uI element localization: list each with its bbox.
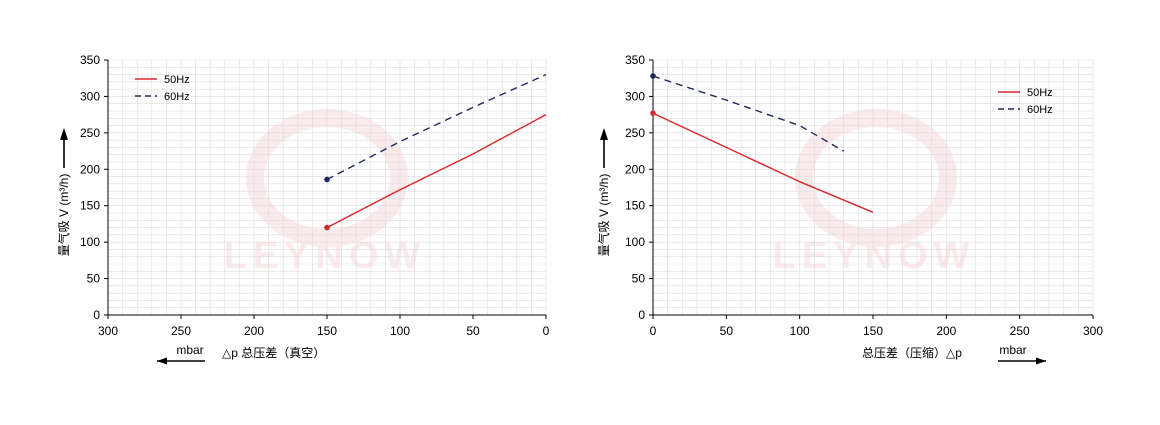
- watermark-text: LEYNOW: [773, 235, 976, 277]
- y-tick-label: 50: [87, 272, 101, 286]
- y-tick-label: 50: [632, 272, 646, 286]
- legend-label-50hz: 50Hz: [164, 74, 190, 86]
- y-tick-label: 350: [80, 53, 100, 67]
- y-axis-label: 量气吸 V (m³/h): [56, 174, 71, 257]
- chart-compression-svg: LEYNOW 0 50 100 150 200 250 300 350 0 50 100 150 200 2…: [596, 53, 1103, 365]
- series-point-60hz: [650, 73, 656, 79]
- y-tick-label: 350: [625, 53, 645, 67]
- series-line-60hz: [652, 75, 845, 152]
- x-tick-label: 250: [171, 324, 191, 338]
- x-axis-label: 总压差（压缩）△p: [862, 345, 962, 360]
- y-tick-label: 250: [80, 126, 100, 140]
- x-tick-label: 150: [863, 324, 883, 338]
- x-axis-unit: mbar: [999, 343, 1026, 357]
- chart-compression: LEYNOW 0 50 100 150 200 250 300 350 0 50 100 150 200 2…: [570, 0, 1160, 425]
- y-axis-arrow-head: [600, 128, 608, 140]
- watermark-logo: LEYNOW: [773, 109, 976, 277]
- x-tick-label: 250: [1010, 324, 1030, 338]
- y-tick-label: 300: [625, 89, 645, 103]
- x-axis-unit-arrow-head: [1036, 357, 1046, 365]
- series-line-50hz: [326, 113, 547, 229]
- x-tick-label: 50: [466, 324, 480, 338]
- legend: 50Hz 60Hz: [998, 87, 1053, 116]
- legend-label-60hz: 60Hz: [164, 91, 190, 103]
- x-tick-label: 50: [720, 324, 734, 338]
- y-tick-label: 150: [625, 199, 645, 213]
- y-tick-label: 200: [80, 162, 100, 176]
- series-point-50hz: [650, 110, 656, 116]
- x-axis-unit-arrow-head: [157, 357, 167, 365]
- y-tick-label: 100: [80, 235, 100, 249]
- series-line-50hz: [652, 112, 874, 213]
- x-tick-label: 300: [1083, 324, 1103, 338]
- x-tick-label: 100: [390, 324, 410, 338]
- y-tick-label: 300: [80, 89, 100, 103]
- series-line-60hz: [326, 73, 547, 181]
- x-tick-label: 150: [317, 324, 337, 338]
- x-axis-label: △p 总压差（真空）: [222, 346, 325, 360]
- x-tick-label: 200: [244, 324, 264, 338]
- chart-vacuum: LEYNOW 0 50 100 150 200 250 300 350 300 250 200 150 1…: [0, 0, 570, 425]
- x-tick-label: 300: [98, 324, 118, 338]
- legend-label-60hz: 60Hz: [1027, 104, 1053, 116]
- y-axis-label: 量气吸 V (m³/h): [596, 174, 611, 257]
- x-tick-label: 0: [650, 324, 657, 338]
- x-tick-label: 100: [790, 324, 810, 338]
- y-tick-label: 100: [625, 235, 645, 249]
- y-axis-arrow-head: [60, 128, 68, 140]
- y-tick-label: 200: [625, 162, 645, 176]
- y-tick-label: 150: [80, 199, 100, 213]
- series-point-60hz: [324, 176, 330, 183]
- x-tick-label: 200: [936, 324, 956, 338]
- x-axis-unit: mbar: [176, 343, 203, 357]
- grid: [652, 59, 1094, 316]
- x-tick-label: 0: [543, 324, 550, 338]
- legend: 50Hz 60Hz: [135, 74, 190, 103]
- y-tick-label: 250: [625, 126, 645, 140]
- legend-label-50hz: 50Hz: [1027, 87, 1053, 99]
- y-tick-label: 0: [93, 308, 100, 322]
- y-tick-label: 0: [638, 308, 645, 322]
- series-point-50hz: [324, 224, 330, 231]
